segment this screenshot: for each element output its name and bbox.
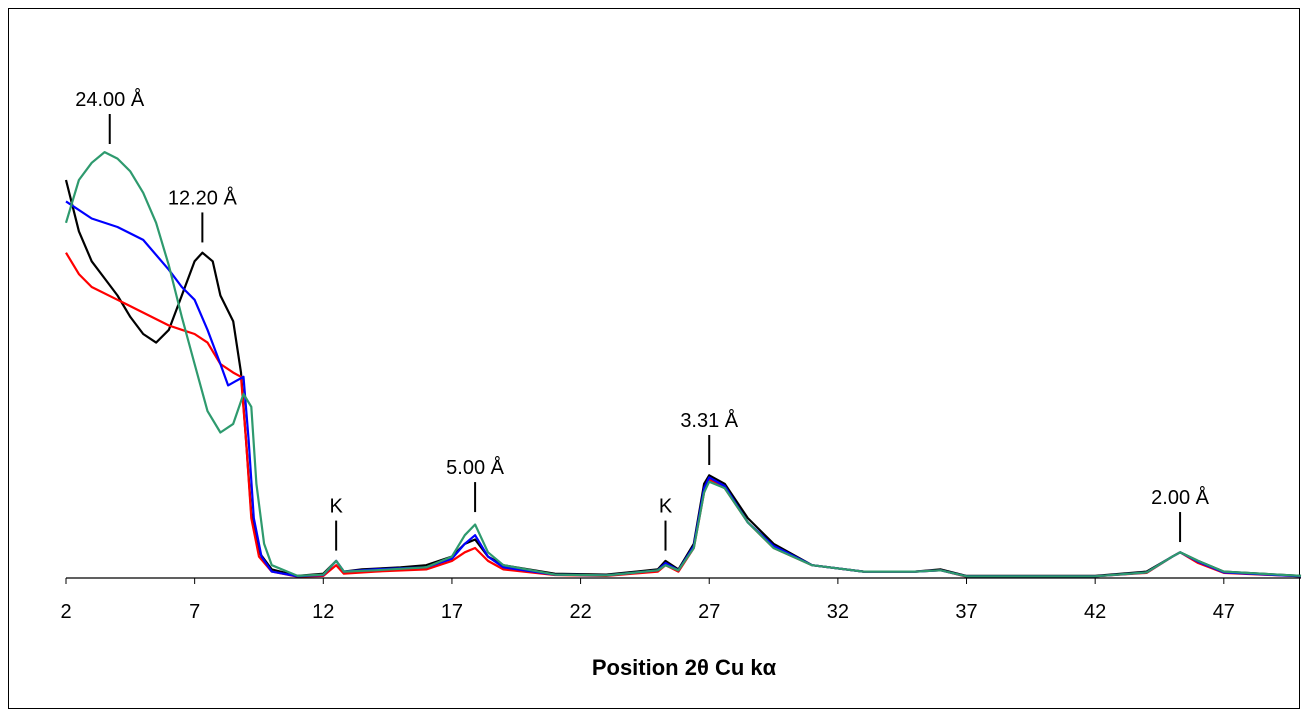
x-tick-label: 32 [827, 601, 849, 623]
peak-annotation: 3.31 Å [680, 409, 738, 432]
x-tick-label: 42 [1084, 601, 1106, 623]
x-tick-label: 22 [569, 601, 591, 623]
peak-annotation: K [329, 496, 343, 518]
series-line-4 [64, 151, 1302, 578]
x-tick-label: 37 [955, 601, 977, 623]
x-axis-label: Position 2θ Cu kα [592, 655, 777, 680]
x-axis: 2 7 12 17 22 27 32 37 42 47 [60, 577, 1301, 623]
x-tick-label: 27 [698, 601, 720, 623]
annotations: 24.00 Å 12.20 Å K 5.00 Å K 3.31 Å 2.00 Å [75, 88, 1210, 551]
peak-annotation: 5.00 Å [446, 456, 504, 479]
series-layer [64, 151, 1302, 578]
x-tick-label: 7 [189, 601, 200, 623]
peak-annotation: K [659, 496, 673, 518]
x-tick-label: 17 [441, 601, 463, 623]
x-tick-label: 12 [312, 601, 334, 623]
peak-annotation: 12.20 Å [168, 186, 238, 209]
x-tick-label: 2 [60, 601, 71, 623]
peak-annotation: 24.00 Å [75, 88, 145, 111]
peak-annotation: 2.00 Å [1151, 486, 1209, 509]
chart-frame [8, 8, 1300, 709]
x-tick-label: 47 [1213, 601, 1235, 623]
